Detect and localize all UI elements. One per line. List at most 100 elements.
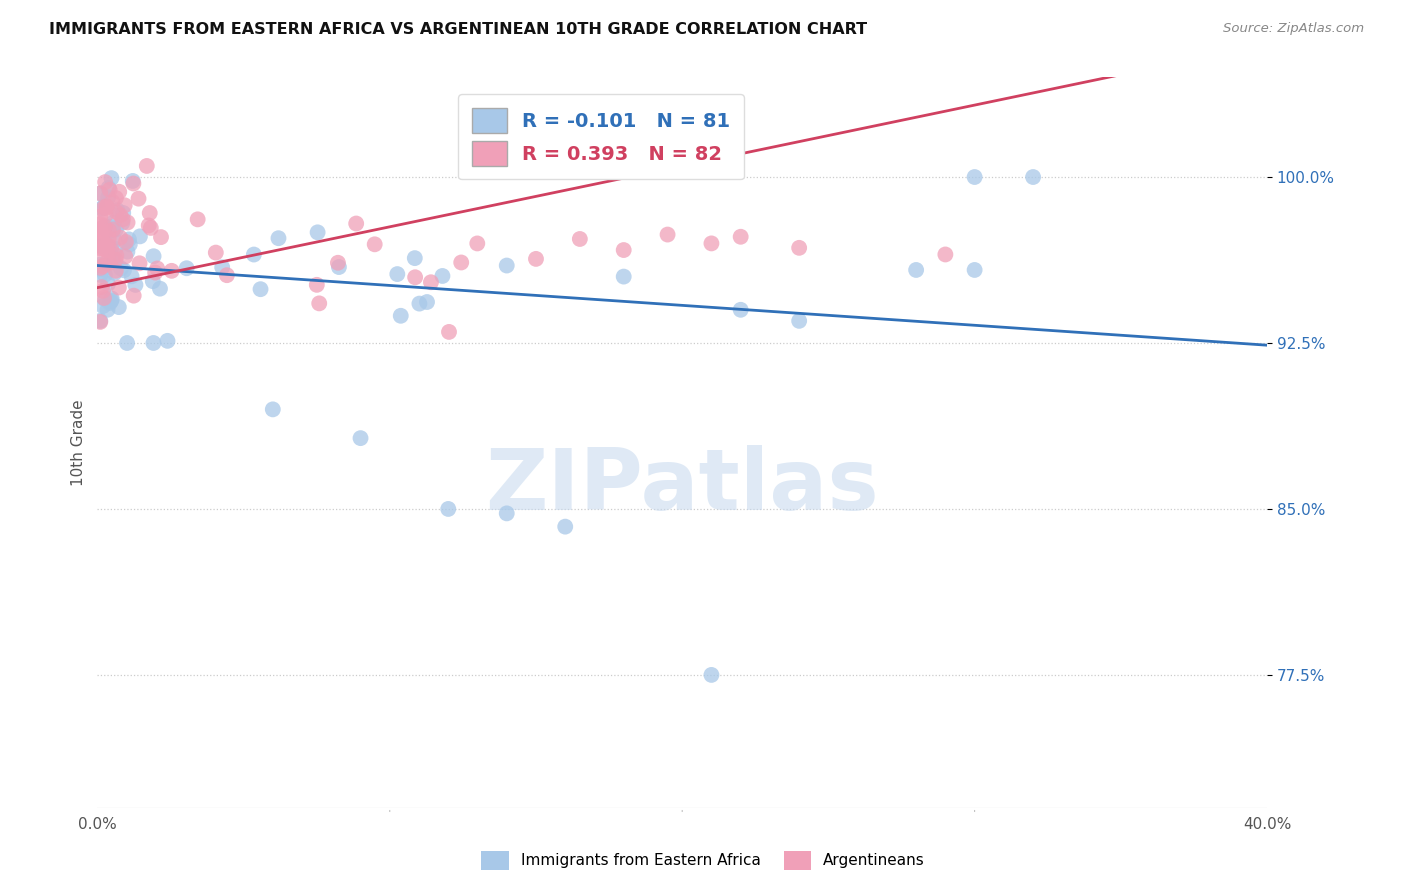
Point bbox=[135, 159, 157, 173]
Point bbox=[105, 203, 128, 218]
Point bbox=[122, 288, 145, 302]
Point bbox=[96, 302, 118, 317]
Point bbox=[98, 244, 121, 259]
Point bbox=[100, 241, 122, 255]
Point bbox=[138, 219, 160, 233]
Point bbox=[91, 262, 114, 277]
Point bbox=[103, 215, 125, 229]
Point bbox=[432, 268, 454, 283]
Point bbox=[128, 192, 150, 206]
Point bbox=[117, 215, 139, 229]
Point bbox=[122, 177, 145, 191]
Point bbox=[307, 225, 329, 239]
Point bbox=[90, 186, 112, 201]
Point bbox=[105, 205, 128, 219]
Point bbox=[905, 263, 928, 277]
Point bbox=[98, 296, 121, 310]
Point bbox=[89, 224, 111, 238]
Point bbox=[156, 334, 179, 348]
Point bbox=[465, 236, 488, 251]
Point bbox=[97, 225, 120, 239]
Point bbox=[139, 221, 162, 235]
Point bbox=[176, 261, 198, 276]
Point bbox=[89, 210, 111, 224]
Point bbox=[129, 229, 152, 244]
Point bbox=[204, 245, 226, 260]
Point bbox=[94, 268, 117, 282]
Point bbox=[437, 502, 460, 516]
Point bbox=[93, 242, 115, 256]
Y-axis label: 10th Grade: 10th Grade bbox=[72, 400, 86, 486]
Point bbox=[103, 252, 125, 266]
Point bbox=[568, 232, 591, 246]
Point bbox=[104, 266, 127, 280]
Point bbox=[89, 314, 111, 328]
Point bbox=[112, 206, 135, 220]
Point bbox=[101, 223, 124, 237]
Point bbox=[146, 261, 169, 276]
Point bbox=[89, 315, 111, 329]
Point bbox=[344, 217, 367, 231]
Point bbox=[98, 219, 121, 234]
Point bbox=[420, 275, 443, 289]
Point bbox=[142, 274, 165, 288]
Point bbox=[104, 264, 127, 278]
Point bbox=[101, 252, 124, 267]
Point bbox=[416, 295, 439, 310]
Text: Source: ZipAtlas.com: Source: ZipAtlas.com bbox=[1223, 22, 1364, 36]
Point bbox=[349, 431, 371, 445]
Point bbox=[89, 258, 111, 272]
Point bbox=[121, 269, 143, 284]
Text: IMMIGRANTS FROM EASTERN AFRICA VS ARGENTINEAN 10TH GRADE CORRELATION CHART: IMMIGRANTS FROM EASTERN AFRICA VS ARGENT… bbox=[49, 22, 868, 37]
Point bbox=[115, 235, 138, 249]
Point bbox=[124, 277, 146, 292]
Point bbox=[787, 241, 810, 255]
Point bbox=[613, 243, 636, 257]
Point bbox=[326, 256, 349, 270]
Point bbox=[90, 235, 112, 250]
Point bbox=[437, 325, 460, 339]
Point bbox=[730, 229, 752, 244]
Point bbox=[657, 227, 679, 242]
Legend: Immigrants from Eastern Africa, Argentineans: Immigrants from Eastern Africa, Argentin… bbox=[474, 843, 932, 877]
Point bbox=[91, 235, 114, 249]
Point bbox=[94, 175, 117, 189]
Point bbox=[101, 222, 124, 236]
Point bbox=[524, 252, 547, 266]
Point bbox=[91, 299, 114, 313]
Point bbox=[91, 202, 114, 216]
Point bbox=[98, 294, 121, 309]
Point bbox=[89, 223, 111, 237]
Point bbox=[96, 255, 118, 269]
Point bbox=[97, 223, 120, 237]
Point bbox=[1022, 169, 1045, 184]
Point bbox=[150, 230, 173, 244]
Point bbox=[97, 190, 120, 204]
Point bbox=[89, 239, 111, 253]
Point bbox=[89, 217, 111, 231]
Point bbox=[108, 230, 131, 244]
Point bbox=[243, 247, 266, 261]
Point bbox=[94, 293, 117, 307]
Point bbox=[111, 212, 134, 227]
Point bbox=[98, 255, 121, 269]
Point bbox=[104, 191, 127, 205]
Point bbox=[363, 237, 385, 252]
Legend: R = -0.101   N = 81, R = 0.393   N = 82: R = -0.101 N = 81, R = 0.393 N = 82 bbox=[458, 95, 744, 179]
Point bbox=[305, 277, 328, 292]
Point bbox=[104, 242, 127, 256]
Point bbox=[90, 280, 112, 294]
Point bbox=[128, 256, 150, 270]
Point bbox=[105, 248, 128, 262]
Point bbox=[89, 241, 111, 255]
Point bbox=[98, 183, 121, 197]
Point bbox=[114, 198, 136, 212]
Point bbox=[91, 284, 114, 298]
Point bbox=[100, 244, 122, 258]
Point bbox=[101, 222, 124, 236]
Point bbox=[89, 268, 111, 282]
Point bbox=[187, 212, 209, 227]
Point bbox=[89, 223, 111, 237]
Point bbox=[963, 263, 986, 277]
Point bbox=[613, 269, 636, 284]
